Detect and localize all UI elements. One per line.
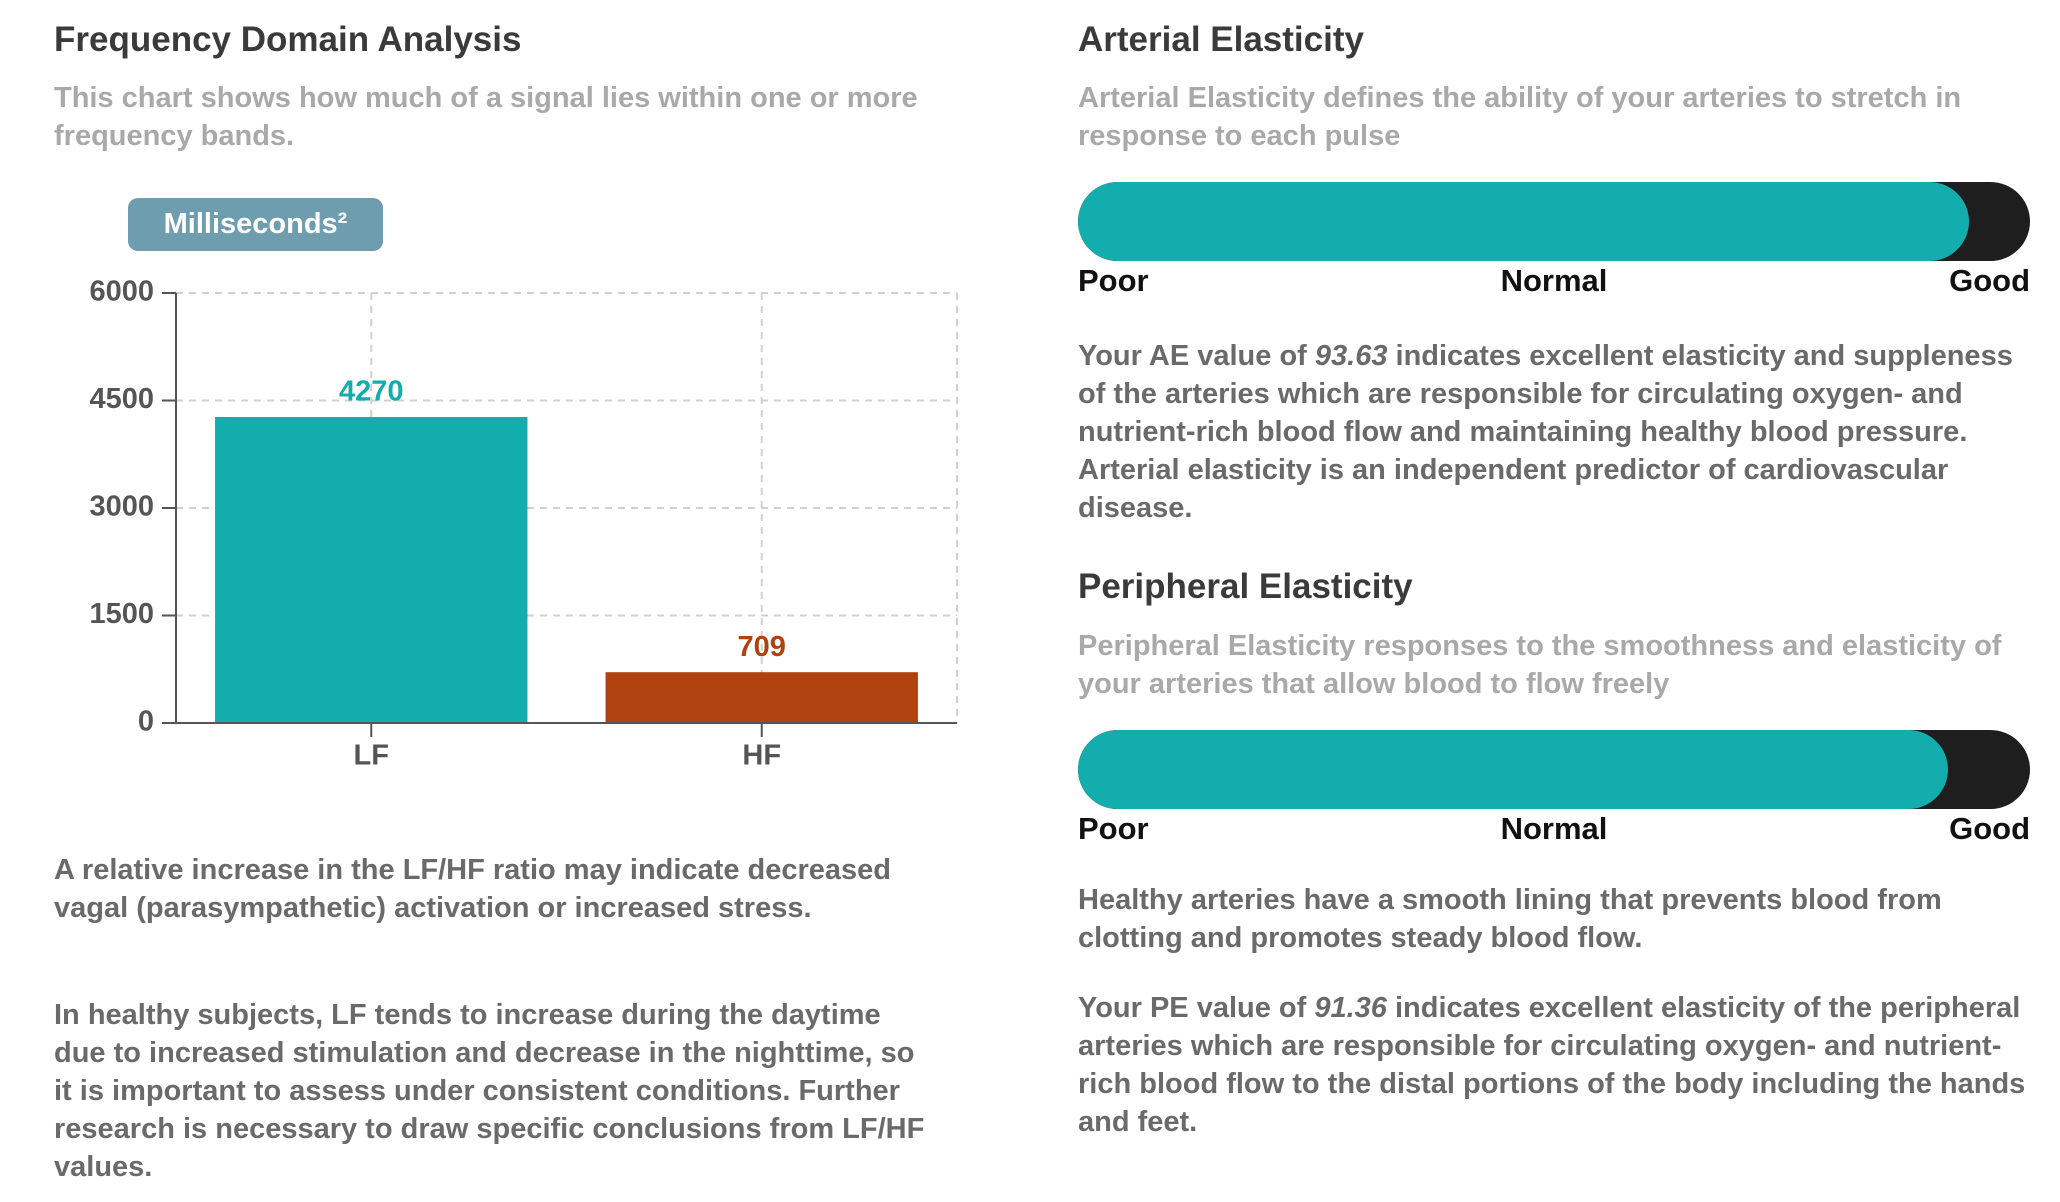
- scale-label: Poor: [1078, 811, 1149, 846]
- bar: [215, 416, 528, 723]
- unit-badge: Milliseconds²: [128, 198, 383, 251]
- text: indicates excellent elasticity of the pe…: [1078, 992, 2026, 1138]
- chart: 0 1500 3000 4500 6000 4270 LF 709 HF: [89, 276, 958, 772]
- scale-label: Normal: [1500, 263, 1608, 298]
- y-tick-label: 1500: [89, 598, 154, 630]
- data-label: 4270: [339, 376, 404, 408]
- note: A relative increase in the LF/HF ratio m…: [54, 854, 892, 924]
- x-tick-label: HF: [742, 740, 781, 772]
- section-subtitle: Arterial Elasticity defines the ability …: [1078, 82, 1962, 152]
- section-subtitle: This chart shows how much of a signal li…: [54, 82, 918, 152]
- gauge-fill: [1078, 730, 1948, 809]
- text: indicates excellent elasticity and suppl…: [1078, 340, 2013, 524]
- value: 91.36: [1314, 992, 1387, 1024]
- section-subtitle: Peripheral Elasticity responses to the s…: [1078, 630, 2002, 700]
- y-tick-label: 4500: [89, 383, 154, 415]
- gauge-fill: [1078, 182, 1970, 261]
- data-label: 709: [738, 631, 786, 663]
- y-tick-label: 0: [138, 706, 154, 738]
- x-tick-label: LF: [354, 740, 389, 772]
- y-tick-label: 3000: [89, 491, 154, 523]
- scale-label: Poor: [1078, 263, 1149, 298]
- gauge: [1078, 730, 2030, 809]
- section-title: Frequency Domain Analysis: [54, 20, 522, 59]
- paragraph: Your PE value of 91.36 indicates excelle…: [1078, 989, 2030, 1141]
- y-tick-label: 6000: [89, 276, 154, 308]
- scale-label: Good: [1949, 263, 2030, 298]
- section-title: Arterial Elasticity: [1078, 20, 1364, 59]
- paragraph: Healthy arteries have a smooth lining th…: [1078, 884, 1942, 954]
- section-title: Peripheral Elasticity: [1078, 567, 1413, 606]
- scale-label: Good: [1949, 811, 2030, 846]
- paragraph: Your AE value of 93.63 indicates excelle…: [1078, 337, 2030, 527]
- gauge: [1078, 182, 2030, 261]
- note: In healthy subjects, LF tends to increas…: [54, 999, 925, 1183]
- text: Your PE value of: [1078, 992, 1315, 1024]
- value: 93.63: [1314, 340, 1388, 372]
- scale-label: Normal: [1500, 811, 1608, 846]
- bar: [605, 672, 918, 723]
- text: Your AE value of: [1078, 340, 1315, 372]
